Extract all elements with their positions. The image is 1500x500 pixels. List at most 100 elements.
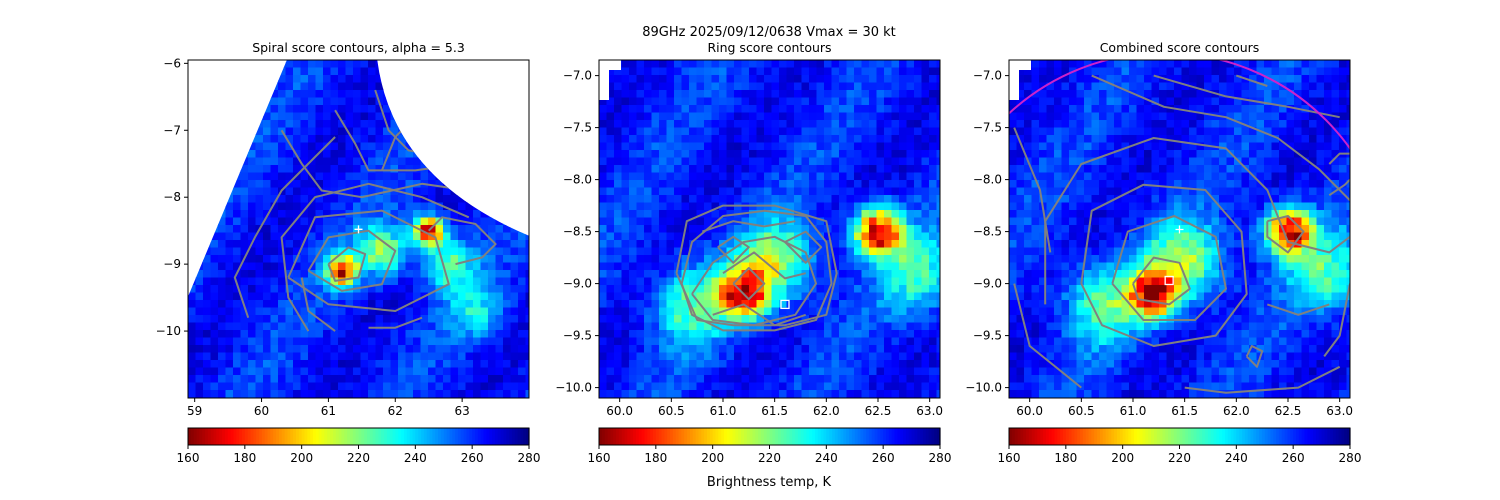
figure-title: 89GHz 2025/09/12/0638 Vmax = 30 kt [642, 25, 896, 40]
x-tick-label: 63.0 [916, 404, 943, 418]
colorbar-tick-label: 260 [1282, 451, 1305, 465]
colorbar-label: Brightness temp, K [707, 475, 832, 490]
axes-frame [187, 59, 530, 399]
colorbar-1: 160 180 200 220 240 260 280 [177, 427, 541, 465]
contour-line [1235, 74, 1268, 87]
contour-line [717, 235, 750, 264]
center-marker-square [780, 299, 790, 310]
x-tick-label: 59 [187, 404, 202, 418]
tb-image [1009, 60, 1350, 398]
contour-line [287, 209, 450, 312]
y-tick-label: −9.5 [563, 329, 592, 343]
x-tick-label: 61 [321, 404, 336, 418]
colorbar-2: 160 180 200 220 240 260 280 [588, 427, 952, 465]
colorbar-tick-label: 180 [644, 451, 667, 465]
center-marker-square [1164, 275, 1174, 286]
contour-line [1080, 183, 1248, 347]
y-tick-label: −6 [163, 56, 181, 70]
contour-line [712, 303, 807, 327]
contour-line [1044, 137, 1350, 305]
colorbar-tick-label: 220 [758, 451, 781, 465]
contour-line [368, 316, 423, 329]
x-tick-label: 62.5 [865, 404, 892, 418]
x-tick-label: 60.5 [1068, 404, 1095, 418]
y-tick-label: −7 [163, 123, 181, 137]
contour-line [732, 267, 766, 301]
y-tick-label: −10 [156, 324, 181, 338]
y-tick-label: −7.5 [563, 121, 592, 135]
y-tick-label: −7.0 [563, 69, 592, 83]
y-tick-label: −10.0 [965, 381, 1002, 395]
x-tick-label: 60 [254, 404, 269, 418]
contour-line [1266, 215, 1305, 254]
colorbar-tick-label: 280 [1339, 451, 1362, 465]
colorbar-tick-label: 280 [518, 451, 541, 465]
colorbar-tick-label: 180 [1054, 451, 1077, 465]
contour-line [233, 136, 336, 319]
y-tick-label: −8.5 [973, 225, 1002, 239]
contour-line [1266, 303, 1330, 316]
x-tick-label: 63 [454, 404, 469, 418]
center-marker-plus [1175, 225, 1184, 234]
contour-line [680, 209, 833, 332]
contour-line [300, 277, 336, 332]
x-tick-label: 62.5 [1275, 404, 1302, 418]
colorbar-tick-label: 180 [233, 451, 256, 465]
colorbar-tick-label: 220 [1168, 451, 1191, 465]
contour-line [1013, 127, 1052, 253]
panel-title: Combined score contours [1100, 40, 1260, 55]
axes-frame [598, 59, 941, 399]
x-tick-label: 61.5 [1171, 404, 1198, 418]
contour-line [1184, 365, 1341, 394]
contour-line [307, 229, 397, 292]
panel-2: Ring score contours 60.0 60.5 61.0 61.5 62.0 6… [555, 40, 951, 465]
panel-title: Spiral score contours, alpha = 5.3 [252, 40, 465, 55]
contour-line [691, 235, 817, 327]
x-tick-label: 62.0 [813, 404, 840, 418]
contour-line [427, 216, 497, 266]
y-tick-label: −8.0 [973, 173, 1002, 187]
contour-line [280, 129, 469, 199]
contour-line [784, 230, 823, 264]
contour-line [1091, 74, 1350, 202]
y-tick-label: −10.0 [555, 381, 592, 395]
contour-line [1245, 345, 1264, 368]
colorbar-3: 160 180 200 220 240 260 280 [998, 427, 1362, 465]
colorbar-tick-label: 240 [404, 451, 427, 465]
colorbar-tick-label: 280 [929, 451, 952, 465]
y-tick-label: −8.0 [563, 173, 592, 187]
y-tick-label: −9.5 [973, 329, 1002, 343]
y-tick-label: −9.0 [973, 277, 1002, 291]
contour-line [701, 220, 796, 233]
tb-image [599, 60, 940, 398]
contour-line [675, 204, 838, 327]
x-tick-label: 62.0 [1223, 404, 1250, 418]
colorbar-tick-label: 160 [998, 451, 1021, 465]
contour-line [722, 251, 806, 280]
colorbar-tick-label: 260 [461, 451, 484, 465]
x-tick-label: 63.0 [1326, 404, 1353, 418]
panel-3: Combined score contours 60.0 60.5 61.0 61.5 6… [965, 40, 1362, 465]
y-tick-label: −9.0 [563, 277, 592, 291]
colorbar-tick-label: 240 [1225, 451, 1248, 465]
x-tick-label: 62 [388, 404, 403, 418]
panel-title: Ring score contours [707, 40, 831, 55]
axes-frame [1008, 59, 1351, 399]
contour-line [407, 129, 496, 155]
x-tick-label: 61.0 [1120, 404, 1147, 418]
contour-line [1323, 283, 1350, 357]
center-marker-plus [354, 225, 363, 234]
y-tick-label: −9 [163, 257, 181, 271]
x-tick-label: 61.5 [761, 404, 788, 418]
contour-line [1013, 283, 1082, 389]
colorbar-tick-label: 160 [588, 451, 611, 465]
contour-line [1111, 215, 1227, 321]
contour-line [1153, 74, 1340, 119]
colorbar-tick-label: 260 [872, 451, 895, 465]
contour-line [1328, 178, 1350, 197]
contour-line [280, 182, 470, 332]
x-tick-label: 60.0 [1016, 404, 1043, 418]
y-tick-label: −8 [163, 190, 181, 204]
colorbar-tick-label: 200 [1111, 451, 1134, 465]
